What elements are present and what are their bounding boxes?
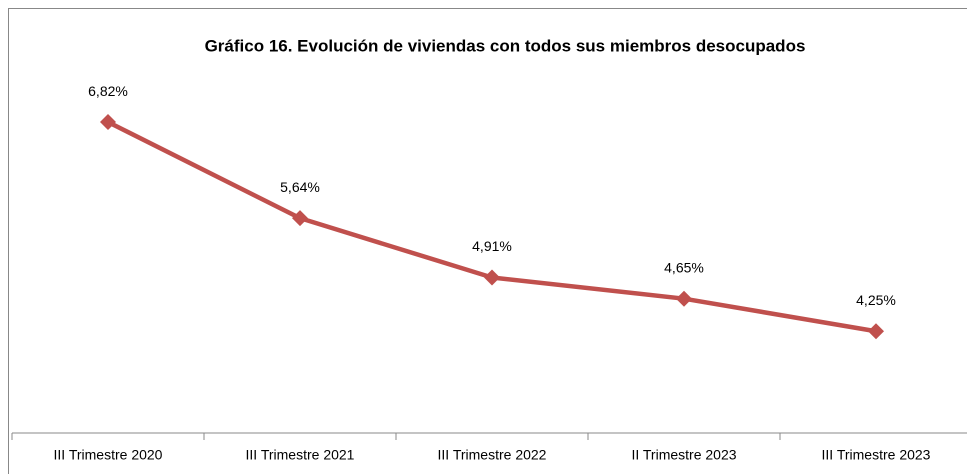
data-label: 5,64% <box>280 179 320 195</box>
x-tick-label: II Trimestre 2023 <box>631 447 736 463</box>
marker <box>292 210 308 227</box>
data-label: 4,25% <box>856 292 896 308</box>
marker <box>484 269 500 286</box>
marker <box>676 290 692 307</box>
x-tick-label: III Trimestre 2021 <box>246 447 355 463</box>
data-label: 4,65% <box>664 259 704 275</box>
data-label: 4,91% <box>472 238 512 254</box>
chart-title: Gráfico 16. Evolución de viviendas con t… <box>205 36 806 55</box>
data-label: 6,82% <box>88 83 128 99</box>
marker <box>100 114 116 131</box>
x-tick-label: III Trimestre 2022 <box>438 447 547 463</box>
x-tick-label: III Trimestre 2023 <box>822 447 931 463</box>
chart-frame <box>8 8 967 474</box>
x-tick-label: III Trimestre 2020 <box>54 447 163 463</box>
marker <box>868 323 884 340</box>
